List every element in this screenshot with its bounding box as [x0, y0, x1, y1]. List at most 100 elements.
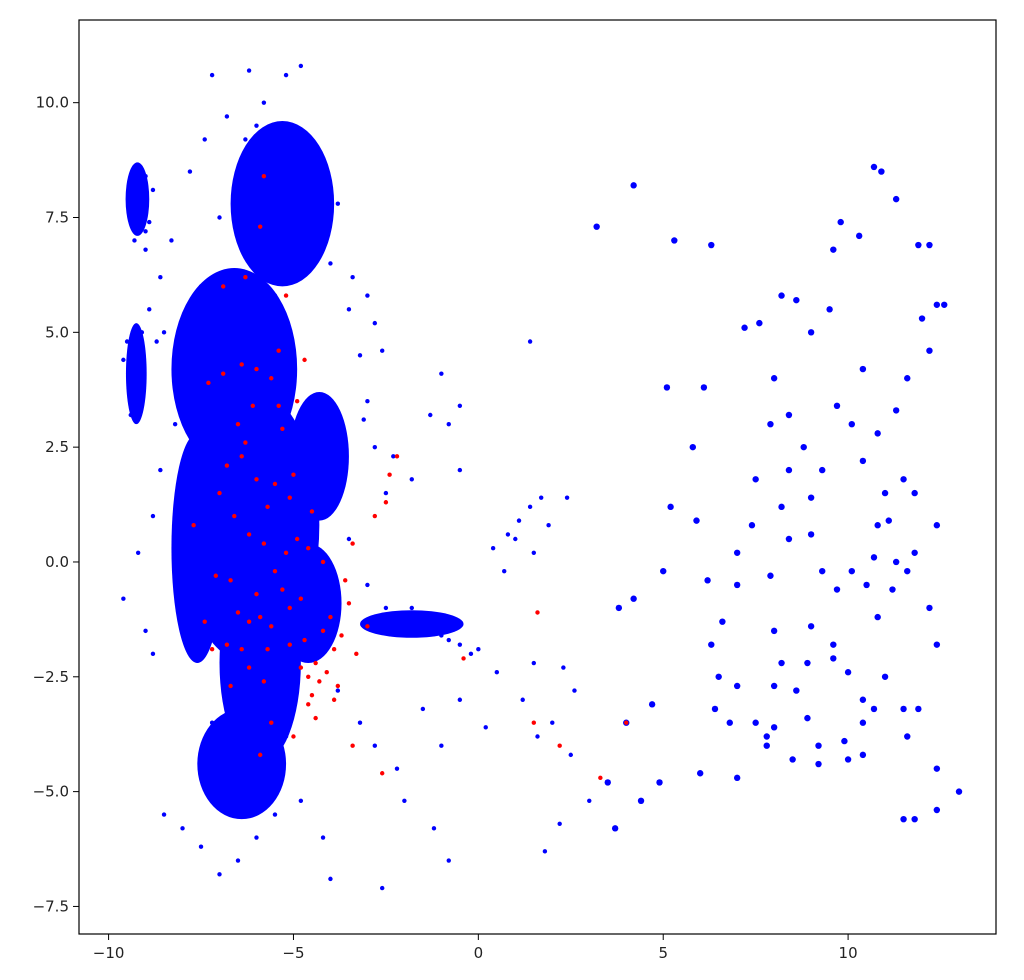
blue-point [365, 582, 370, 588]
red-point [346, 601, 352, 606]
blue-point [859, 365, 867, 373]
blue-point [900, 815, 907, 823]
x-tick-label: 0 [474, 944, 484, 962]
red-point [331, 697, 337, 702]
red-point [269, 624, 274, 629]
blue-point [139, 196, 145, 202]
blue-point [752, 719, 759, 726]
red-point [254, 477, 259, 482]
blue-point [147, 219, 152, 225]
y-tick-label: 7.5 [45, 208, 69, 226]
blue-point [209, 72, 215, 78]
red-point [217, 490, 222, 496]
blue-point [272, 674, 278, 679]
plot-frame [78, 19, 997, 935]
blue-point [476, 647, 481, 652]
blue-point [933, 641, 941, 648]
red-point [287, 495, 292, 500]
blue-point [361, 417, 366, 422]
blue-point [733, 581, 741, 589]
blue-point [593, 223, 600, 230]
red-point [254, 366, 259, 372]
blue-point [217, 307, 222, 312]
blue-point [878, 168, 885, 175]
blue-point [490, 545, 496, 551]
blue-point [892, 195, 900, 203]
red-point [265, 647, 270, 652]
x-tick-label: −5 [282, 944, 304, 962]
blue-point [859, 751, 867, 759]
blue-point [283, 72, 289, 78]
blue-point [261, 100, 267, 105]
red-point [291, 734, 296, 739]
blue-point [143, 628, 148, 634]
blue-point [154, 339, 159, 344]
blue-point [885, 517, 892, 524]
blue-point [863, 581, 870, 589]
blue-point [870, 163, 878, 171]
blue-point [446, 421, 451, 427]
red-point [276, 348, 281, 353]
blue-point [527, 339, 533, 344]
blue-point [815, 760, 822, 768]
blue-point [904, 375, 911, 382]
blue-point [770, 724, 778, 731]
dense-cluster-region [360, 610, 464, 638]
blue-point [209, 412, 215, 418]
blue-point [807, 329, 815, 336]
blue-point [309, 238, 315, 243]
blue-point [180, 376, 185, 381]
red-point [294, 536, 300, 542]
red-point [320, 628, 326, 634]
blue-point [143, 247, 148, 252]
blue-point [428, 412, 433, 418]
blue-point [198, 284, 204, 289]
dense-cluster-region [125, 323, 147, 425]
red-point [343, 578, 348, 583]
blue-point [143, 173, 148, 179]
dense-cluster-region [171, 433, 224, 664]
blue-point [789, 756, 796, 763]
blue-point [357, 720, 363, 725]
blue-point [272, 293, 278, 298]
blue-point [298, 477, 304, 482]
red-point [191, 523, 196, 528]
red-point [313, 660, 318, 666]
red-point [309, 509, 315, 514]
blue-point [261, 421, 267, 427]
blue-point [671, 237, 678, 244]
blue-point [457, 697, 463, 702]
blue-point [892, 407, 900, 414]
blue-point [770, 682, 778, 690]
blue-point [335, 201, 341, 206]
blue-point [365, 399, 370, 404]
dense-cluster-region [274, 543, 342, 664]
blue-point [394, 766, 400, 771]
dense-cluster-region [125, 162, 150, 236]
blue-point [830, 641, 837, 648]
red-point [309, 692, 315, 698]
blue-point [135, 169, 141, 174]
red-point [209, 647, 215, 652]
blue-point [933, 765, 941, 772]
blue-point [874, 613, 881, 621]
blue-point [715, 673, 722, 680]
blue-point [198, 582, 204, 588]
blue-point [150, 187, 156, 193]
blue-point [209, 720, 215, 725]
blue-point [704, 577, 711, 584]
blue-point [870, 705, 878, 713]
blue-point [180, 536, 185, 542]
blue-point [538, 495, 544, 500]
blue-point [733, 682, 741, 690]
blue-point [933, 806, 941, 814]
blue-point [926, 347, 933, 354]
red-point [287, 605, 292, 611]
blue-point [892, 558, 900, 566]
blue-point [224, 467, 230, 473]
red-point [261, 541, 267, 546]
red-point [624, 720, 629, 725]
blue-point [900, 705, 907, 713]
red-point [243, 440, 248, 445]
